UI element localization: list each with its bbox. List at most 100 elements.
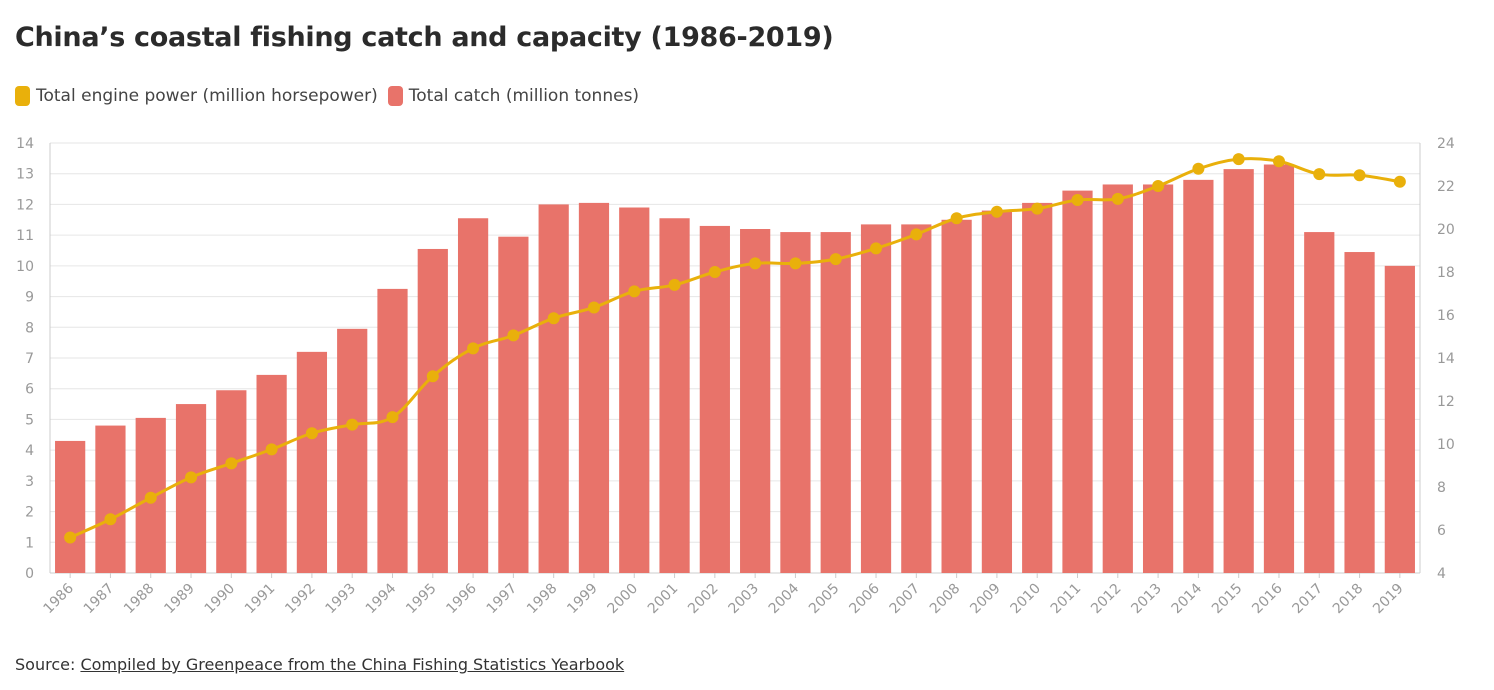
- point-engine-power: [870, 242, 883, 255]
- point-engine-power: [950, 212, 963, 225]
- bar-total-catch: [1384, 265, 1415, 573]
- bar-total-catch: [1022, 202, 1053, 573]
- x-tick-label: 1991: [242, 581, 279, 618]
- point-engine-power: [547, 312, 560, 325]
- y-left-tick-label: 11: [16, 228, 34, 244]
- x-tick-label: 2011: [1048, 581, 1085, 618]
- bar-total-catch: [860, 224, 892, 573]
- point-engine-power: [1192, 162, 1205, 175]
- x-tick-label: 2013: [1128, 581, 1165, 618]
- y-left-tick-label: 0: [25, 566, 34, 582]
- bar-total-catch: [901, 224, 932, 573]
- point-engine-power: [829, 253, 842, 266]
- bar-total-catch: [55, 440, 86, 573]
- point-engine-power: [185, 471, 198, 484]
- point-engine-power: [467, 342, 480, 355]
- x-tick-label: 2016: [1249, 580, 1286, 617]
- y-right-tick-label: 12: [1437, 394, 1455, 410]
- y-right-tick-label: 10: [1437, 437, 1455, 453]
- legend-swatch-catch: [387, 86, 403, 106]
- x-tick-label: 2009: [967, 581, 1004, 618]
- bar-total-catch: [659, 218, 690, 573]
- y-right-tick-label: 20: [1437, 222, 1455, 238]
- legend-swatch-power: [15, 86, 30, 106]
- y-left-tick-label: 5: [25, 412, 34, 428]
- x-tick-label: 2010: [1008, 581, 1045, 618]
- point-engine-power: [1111, 192, 1124, 205]
- bar-total-catch: [1102, 184, 1133, 573]
- x-tick-label: 1988: [121, 581, 158, 618]
- point-engine-power: [265, 443, 278, 456]
- y-right-tick-label: 16: [1437, 308, 1455, 324]
- x-tick-label: 1990: [202, 581, 239, 618]
- point-engine-power: [305, 427, 318, 440]
- source-prefix: Source:: [15, 655, 81, 674]
- x-tick-label: 2004: [766, 580, 803, 617]
- chart-canvas: 0123456789101112131446810121416182022241…: [16, 136, 1455, 618]
- x-tick-label: 2000: [605, 581, 642, 618]
- bar-total-catch: [740, 229, 771, 573]
- x-tick-label: 1992: [282, 581, 319, 618]
- x-tick-label: 2019: [1370, 581, 1407, 618]
- y-right-tick-label: 4: [1437, 566, 1446, 582]
- bar-total-catch: [216, 390, 247, 573]
- x-tick-label: 2008: [927, 581, 964, 618]
- point-engine-power: [1313, 168, 1326, 181]
- source-note: Source: Compiled by Greenpeace from the …: [15, 655, 624, 674]
- y-left-tick-label: 12: [16, 197, 34, 213]
- x-tick-label: 1996: [443, 580, 480, 617]
- x-tick-label: 2001: [645, 581, 682, 618]
- point-engine-power: [668, 278, 681, 291]
- x-tick-label: 2018: [1330, 581, 1367, 618]
- legend-label-catch: Total catch (million tonnes): [408, 86, 640, 106]
- x-tick-label: 2005: [806, 581, 843, 618]
- point-engine-power: [104, 513, 117, 526]
- bar-total-catch: [538, 204, 569, 573]
- y-left-tick-label: 3: [25, 474, 34, 490]
- bar-total-catch: [457, 218, 489, 573]
- x-tick-label: 1989: [161, 581, 198, 618]
- legend-item-catch: Total catch (million tonnes): [387, 86, 640, 106]
- x-tick-label: 2012: [1088, 581, 1125, 618]
- bar-total-catch: [1304, 232, 1335, 574]
- bar-total-catch: [256, 374, 287, 573]
- point-engine-power: [749, 257, 762, 270]
- x-tick-label: 1994: [363, 580, 400, 617]
- x-tick-label: 2002: [685, 581, 722, 618]
- x-tick-label: 1999: [564, 581, 601, 618]
- point-engine-power: [1353, 169, 1366, 182]
- point-engine-power: [1071, 193, 1084, 206]
- legend-label-power: Total engine power (million horsepower): [36, 86, 378, 106]
- bar-total-catch: [1142, 184, 1174, 573]
- y-right-tick-label: 22: [1437, 179, 1455, 195]
- bar-total-catch: [1344, 252, 1375, 574]
- line-engine-power: [69, 156, 1401, 539]
- y-right-tick-label: 6: [1437, 523, 1446, 539]
- point-engine-power: [225, 457, 238, 470]
- bar-total-catch: [337, 328, 368, 573]
- y-left-tick-label: 6: [25, 382, 34, 398]
- y-right-tick-label: 8: [1437, 480, 1446, 496]
- chart-title: China’s coastal fishing catch and capaci…: [15, 22, 834, 53]
- y-right-tick-label: 24: [1437, 136, 1455, 152]
- bar-total-catch: [619, 207, 650, 573]
- bar-total-catch: [780, 232, 811, 574]
- x-tick-label: 1995: [403, 581, 440, 618]
- bar-total-catch: [1183, 179, 1214, 573]
- bar-total-catch: [699, 225, 730, 573]
- bar-total-catch: [981, 210, 1013, 574]
- point-engine-power: [587, 301, 600, 314]
- bar-total-catch: [95, 425, 126, 573]
- point-engine-power: [426, 370, 439, 383]
- point-engine-power: [507, 329, 520, 342]
- x-tick-label: 2006: [846, 580, 883, 617]
- x-tick-label: 2007: [887, 581, 924, 618]
- bar-total-catch: [820, 232, 851, 574]
- x-tick-label: 2017: [1290, 581, 1327, 618]
- point-engine-power: [789, 257, 802, 270]
- point-engine-power: [1232, 153, 1245, 166]
- y-left-tick-label: 14: [16, 136, 34, 152]
- point-engine-power: [346, 418, 359, 431]
- source-link[interactable]: Compiled by Greenpeace from the China Fi…: [80, 655, 625, 674]
- x-tick-label: 1986: [40, 580, 77, 617]
